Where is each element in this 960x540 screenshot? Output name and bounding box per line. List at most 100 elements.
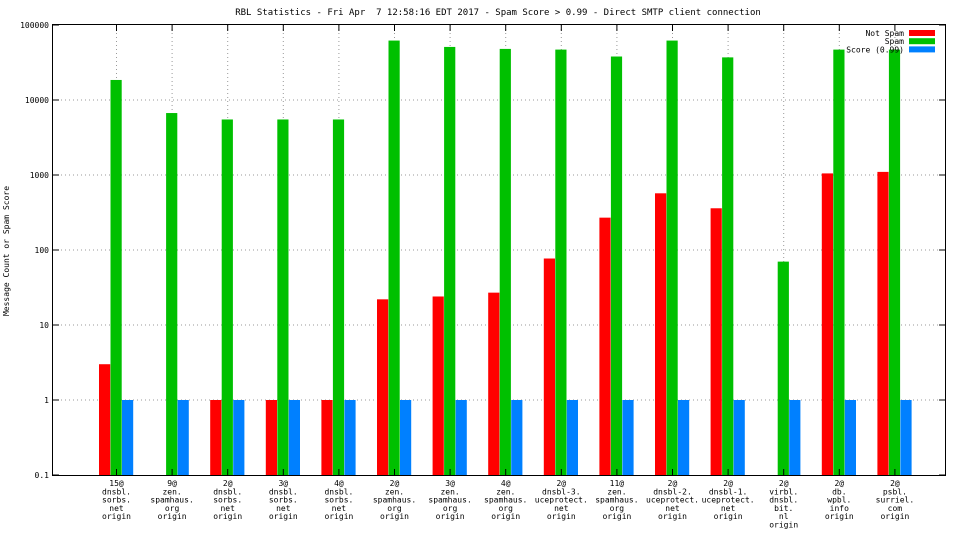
- x-tick-label: org: [610, 504, 625, 513]
- bar-spam: [166, 113, 178, 476]
- x-tick-label: net: [721, 504, 736, 513]
- y-axis-label: Message Count or Spam Score: [2, 186, 11, 316]
- x-tick-label: origin: [602, 512, 631, 521]
- legend-label: Spam: [885, 37, 904, 46]
- x-tick-label: 2@: [556, 479, 566, 488]
- x-tick-label: uceprotect.: [646, 496, 699, 505]
- x-tick-label: 9@: [167, 479, 177, 488]
- bar-spam: [444, 46, 456, 475]
- bar-not-spam: [877, 171, 889, 475]
- x-tick-label: wpbl.: [827, 496, 851, 505]
- bar-not-spam: [432, 296, 444, 475]
- x-tick-label: info: [830, 504, 849, 513]
- x-tick-label: 4@: [501, 479, 511, 488]
- x-tick-label: org: [498, 504, 513, 513]
- bar-not-spam: [99, 364, 111, 475]
- bar-not-spam: [488, 292, 500, 475]
- bar-spam: [610, 56, 623, 475]
- legend-swatch: [909, 38, 935, 45]
- y-tick-label: 1: [44, 396, 49, 405]
- x-tick-label: dnsbl.: [269, 487, 298, 496]
- y-tick-label: 1000: [30, 171, 49, 180]
- bar-score-0-99: [288, 400, 300, 475]
- x-tick-label: origin: [658, 512, 687, 521]
- x-tick-label: 2@: [834, 479, 844, 488]
- axis-ticks: 0.1 1 10 100 1000 10000 100000: [20, 21, 945, 480]
- x-tick-label: zen.: [496, 487, 515, 496]
- x-tick-label: 3@: [278, 479, 288, 488]
- legend-swatch: [909, 46, 935, 53]
- x-tick-label: 15@: [109, 479, 124, 488]
- x-tick-label: uceprotect.: [535, 496, 588, 505]
- x-tick-label: 2@: [668, 479, 678, 488]
- x-tick-label: db.: [832, 487, 846, 496]
- x-tick-label: net: [332, 504, 347, 513]
- x-tick-label: zen.: [162, 487, 181, 496]
- bar-score-0-99: [344, 400, 356, 475]
- y-tick-label: 100000: [20, 21, 49, 30]
- bar-spam: [888, 49, 901, 476]
- bar-score-0-99: [233, 400, 245, 475]
- x-tick-label: origin: [380, 512, 409, 521]
- x-tick-label: origin: [102, 512, 131, 521]
- bar-not-spam: [265, 400, 277, 475]
- x-tick-label: origin: [714, 512, 743, 521]
- x-tick-label: dnsbl-1.: [709, 487, 748, 496]
- x-tick-label: spamhaus.: [373, 496, 416, 505]
- x-tick-label: dnsbl.: [102, 487, 131, 496]
- bar-score-0-99: [122, 400, 134, 475]
- x-tick-label: psbl.: [883, 487, 907, 496]
- bar-not-spam: [210, 400, 222, 475]
- bar-spam: [499, 48, 511, 475]
- x-tick-label: net: [665, 504, 680, 513]
- x-tick-label: origin: [213, 512, 242, 521]
- bar-score-0-99: [733, 400, 745, 475]
- bar-score-0-99: [400, 400, 412, 475]
- bar-score-0-99: [900, 400, 912, 475]
- x-tick-label: 2@: [779, 479, 789, 488]
- x-tick-label: bit.: [774, 504, 793, 513]
- x-tick-label: dnsbl-2.: [653, 487, 692, 496]
- x-tick-label: origin: [769, 521, 798, 530]
- bar-spam: [555, 49, 567, 476]
- bar-score-0-99: [789, 400, 801, 475]
- x-tick-label: dnsbl.: [769, 496, 798, 505]
- legend-label: Not Spam: [865, 29, 904, 38]
- x-tick-label: spamhaus.: [428, 496, 471, 505]
- bar-score-0-99: [622, 400, 634, 475]
- x-tick-label: 2@: [390, 479, 400, 488]
- y-tick-label: 100: [35, 246, 50, 255]
- x-tick-label: dnsbl-3.: [542, 487, 581, 496]
- x-tick-label: 11@: [610, 479, 625, 488]
- bar-score-0-99: [177, 400, 189, 475]
- x-tick-label: 2@: [723, 479, 733, 488]
- x-tick-label: com: [888, 504, 903, 513]
- bar-spam: [277, 119, 289, 475]
- x-tick-label: zen.: [385, 487, 404, 496]
- bar-spam: [110, 79, 122, 475]
- x-tick-label: origin: [547, 512, 576, 521]
- x-tick-label: org: [443, 504, 458, 513]
- bar-not-spam: [599, 217, 611, 476]
- x-tick-label: origin: [324, 512, 353, 521]
- y-tick-label: 0.1: [35, 471, 50, 480]
- bar-not-spam: [543, 258, 555, 475]
- x-tick-label: net: [276, 504, 291, 513]
- x-tick-label: spamhaus.: [150, 496, 193, 505]
- x-tick-label: dnsbl.: [324, 487, 353, 496]
- x-tick-label: net: [220, 504, 235, 513]
- x-tick-label: 2@: [223, 479, 233, 488]
- x-tick-label: zen.: [440, 487, 459, 496]
- bar-not-spam: [377, 299, 389, 475]
- bar-score-0-99: [844, 400, 856, 475]
- bar-spam: [388, 40, 400, 476]
- bar-spam: [833, 49, 845, 476]
- x-tick-label: uceprotect.: [702, 496, 755, 505]
- x-tick-label: origin: [880, 512, 909, 521]
- bar-spam: [332, 119, 345, 475]
- category-labels: 15@dnsbl.sorbs.netorigin9@zen.spamhaus.o…: [102, 479, 914, 530]
- x-tick-label: origin: [825, 512, 854, 521]
- bar-score-0-99: [566, 400, 578, 475]
